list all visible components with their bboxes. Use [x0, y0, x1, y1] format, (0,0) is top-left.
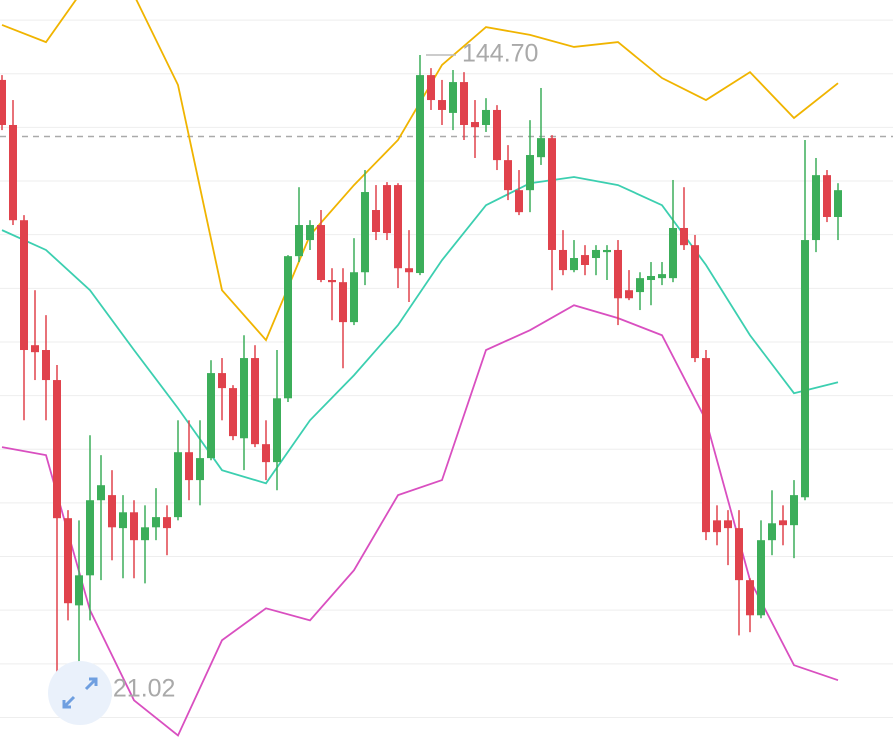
candle-body [537, 138, 545, 158]
candle-body [724, 520, 732, 529]
candle-body [383, 185, 391, 234]
candle-body [581, 255, 589, 265]
candle-body [471, 122, 479, 128]
candle-body [779, 520, 787, 526]
candle-body [31, 345, 39, 353]
candle-body [75, 575, 83, 606]
candle-body [625, 290, 633, 299]
candle-body [801, 240, 809, 498]
zoom-icon [62, 677, 98, 709]
candle-body [702, 358, 710, 533]
candle-body [614, 249, 622, 299]
candle-body [680, 227, 688, 246]
candle-body [86, 500, 94, 576]
candle-body [636, 278, 644, 293]
candle-body [570, 258, 578, 271]
candle-body [416, 75, 424, 274]
candle-body [735, 528, 743, 581]
candle-body [53, 380, 61, 519]
candle-body [592, 249, 600, 259]
candle-body [339, 282, 347, 323]
annotation-label: 121.02 [99, 675, 175, 703]
annotation-label: 144.70 [462, 40, 538, 68]
candle-body [163, 517, 171, 529]
candle-body [493, 109, 501, 161]
candle-body [152, 517, 160, 528]
candle-body [405, 268, 413, 273]
candle-body [669, 227, 677, 279]
candles [0, 54, 842, 691]
candle-body [240, 358, 248, 439]
candle-body [20, 220, 28, 351]
candle-body [9, 124, 17, 221]
candle-body [229, 388, 237, 437]
candle-body [658, 274, 666, 279]
candle-body [317, 225, 325, 281]
candle-body [757, 540, 765, 616]
candle-body [196, 458, 204, 481]
grid [0, 19, 893, 718]
annotations: 144.70 121.02 [63, 40, 538, 703]
candle-body [185, 452, 193, 481]
candle-body [108, 495, 116, 528]
band-line [1, 304, 839, 737]
candle-body [559, 249, 567, 271]
candle-body [97, 485, 105, 501]
candle-body [284, 256, 292, 399]
candle-body [768, 523, 776, 541]
candle-body [273, 398, 281, 463]
candle-body [504, 160, 512, 191]
candle-body [449, 82, 457, 113]
candle-body [603, 249, 611, 253]
candle-body [394, 185, 402, 269]
candle-body [427, 75, 435, 101]
candle-body [438, 100, 446, 110]
candle-body [746, 580, 754, 616]
candle-body [834, 190, 842, 217]
candle-body [647, 275, 655, 281]
candle-body [207, 373, 215, 459]
candle-body [713, 520, 721, 533]
candle-body [306, 225, 314, 241]
zoom-button[interactable] [48, 661, 112, 725]
candle-body [295, 225, 303, 257]
candle-body [361, 192, 369, 273]
candle-body [64, 518, 72, 604]
candle-body [130, 512, 138, 541]
candle-body [350, 272, 358, 323]
candle-body [372, 210, 380, 233]
candle-body [262, 444, 270, 463]
candle-body [823, 175, 831, 217]
candle-body [790, 495, 798, 526]
candle-body [526, 155, 534, 191]
candle-body [0, 79, 6, 125]
candle-body [328, 280, 336, 283]
candle-body [515, 190, 523, 213]
candle-body [548, 138, 556, 250]
candle-body [460, 82, 468, 125]
candle-body [251, 358, 259, 445]
candle-body [42, 350, 50, 381]
candle-body [482, 109, 490, 125]
candle-body [141, 527, 149, 541]
candle-body [174, 452, 182, 518]
candle-body [691, 245, 699, 359]
zoom-button-bg [48, 661, 112, 725]
candle-body [218, 373, 226, 389]
candle-body [119, 512, 127, 529]
candle-body [812, 175, 820, 241]
